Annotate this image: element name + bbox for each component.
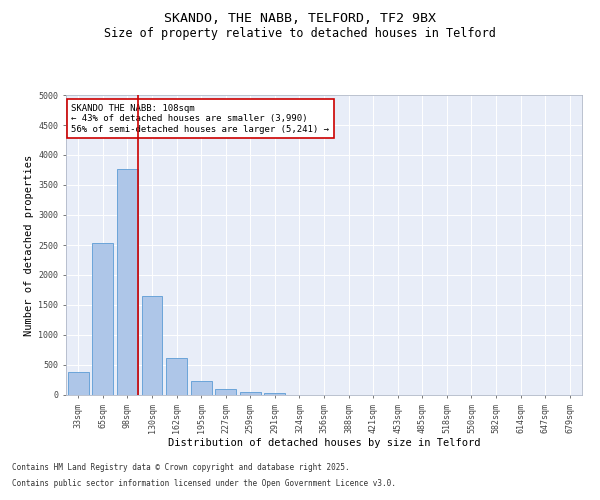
Bar	[142, 296, 163, 395]
Bar	[92, 243, 113, 395]
Bar	[265, 392, 286, 395]
Bar	[215, 389, 236, 395]
Text: SKANDO THE NABB: 108sqm
← 43% of detached houses are smaller (3,990)
56% of semi: SKANDO THE NABB: 108sqm ← 43% of detache…	[71, 104, 329, 134]
Text: Size of property relative to detached houses in Telford: Size of property relative to detached ho…	[104, 28, 496, 40]
Bar	[166, 358, 187, 395]
Text: Contains HM Land Registry data © Crown copyright and database right 2025.: Contains HM Land Registry data © Crown c…	[12, 464, 350, 472]
Text: SKANDO, THE NABB, TELFORD, TF2 9BX: SKANDO, THE NABB, TELFORD, TF2 9BX	[164, 12, 436, 26]
Y-axis label: Number of detached properties: Number of detached properties	[24, 154, 34, 336]
Bar	[68, 372, 89, 395]
X-axis label: Distribution of detached houses by size in Telford: Distribution of detached houses by size …	[168, 438, 480, 448]
Bar	[117, 170, 138, 395]
Bar	[191, 381, 212, 395]
Text: Contains public sector information licensed under the Open Government Licence v3: Contains public sector information licen…	[12, 478, 396, 488]
Bar	[240, 392, 261, 395]
